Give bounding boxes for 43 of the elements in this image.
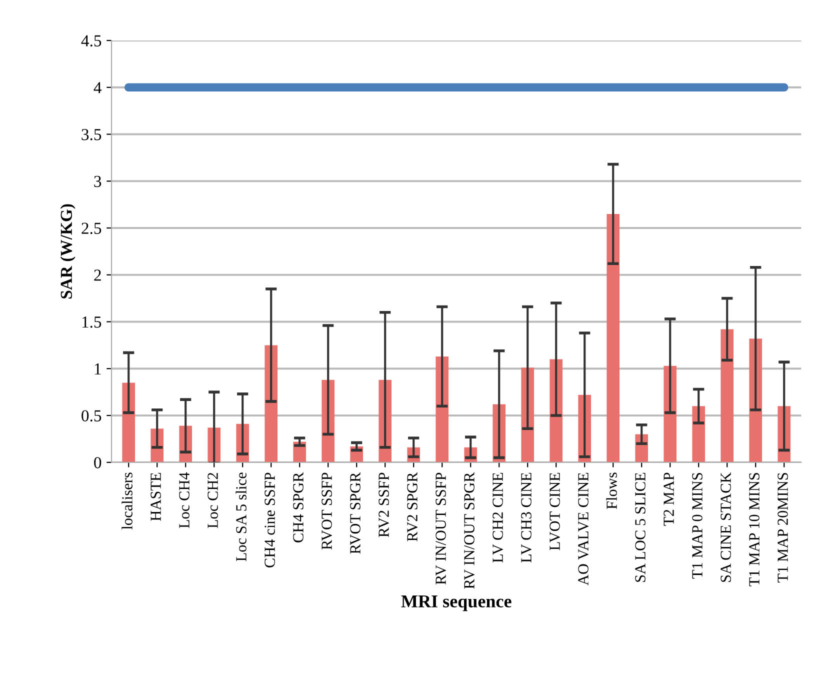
x-tick-label: LV CH2 CINE: [492, 472, 504, 563]
bar: [692, 406, 706, 462]
y-axis-title: SAR (W/KG): [60, 204, 76, 298]
x-tick-label: LV CH3 CINE: [521, 472, 532, 563]
x-tick-label: RVOT SSFP: [322, 472, 332, 550]
x-tick-label: CH4 cine SSFP: [264, 472, 275, 568]
bar: [720, 329, 734, 462]
x-tick-label: Loc SA 5 slice: [236, 472, 246, 562]
x-tick-label: RV2 SPGR: [407, 472, 418, 542]
x-tick-label: CH4 SPGR: [293, 472, 304, 542]
y-tick-label: 1: [94, 363, 101, 374]
bar: [606, 214, 620, 462]
bar: [664, 366, 677, 462]
x-tick-label: RV IN/OUT SPGR: [464, 472, 475, 589]
y-tick-label: 3.5: [82, 128, 102, 140]
x-tick-label: SA CINE STACK: [720, 472, 731, 582]
x-tick-label: AO VALVE CINE: [578, 472, 589, 586]
y-tick-label: 1.5: [82, 316, 102, 328]
x-axis-title: MRI sequence: [401, 595, 512, 612]
x-tick-label: RV IN/OUT SSFP: [436, 472, 446, 585]
x-tick-label: Loc CH4: [179, 472, 190, 528]
y-tick-label: 0: [94, 457, 102, 468]
x-tick-label: T1 MAP 10 MINS: [749, 473, 760, 586]
x-tick-label: Loc CH2: [208, 472, 218, 528]
x-tick-label: T2 MAP: [664, 472, 674, 526]
x-tick-label: localisers: [122, 472, 132, 530]
y-tick-label: 3: [94, 176, 102, 188]
bar: [122, 382, 136, 462]
x-tick-label: T1 MAP 0 MINS: [692, 473, 702, 579]
x-tick-label: RV2 SSFP: [378, 472, 390, 538]
x-tick-label: LVOT CINE: [550, 472, 560, 550]
bar: [436, 356, 449, 462]
x-tick-label: RVOT SPGR: [350, 472, 361, 554]
y-tick-label: 4.5: [81, 35, 102, 47]
y-tick-label: 2.5: [82, 222, 102, 234]
y-tick-label: 4: [94, 82, 102, 94]
y-tick-label: 2: [94, 270, 101, 281]
x-tick-label: HASTE: [150, 472, 161, 521]
bar: [264, 345, 278, 462]
x-tick-label: Flows: [606, 472, 617, 510]
x-tick-label: T1 MAP 20MINS: [778, 473, 788, 582]
y-tick-label: 0.5: [82, 410, 102, 422]
x-tick-label: SA LOC 5 SLICE: [635, 472, 646, 582]
